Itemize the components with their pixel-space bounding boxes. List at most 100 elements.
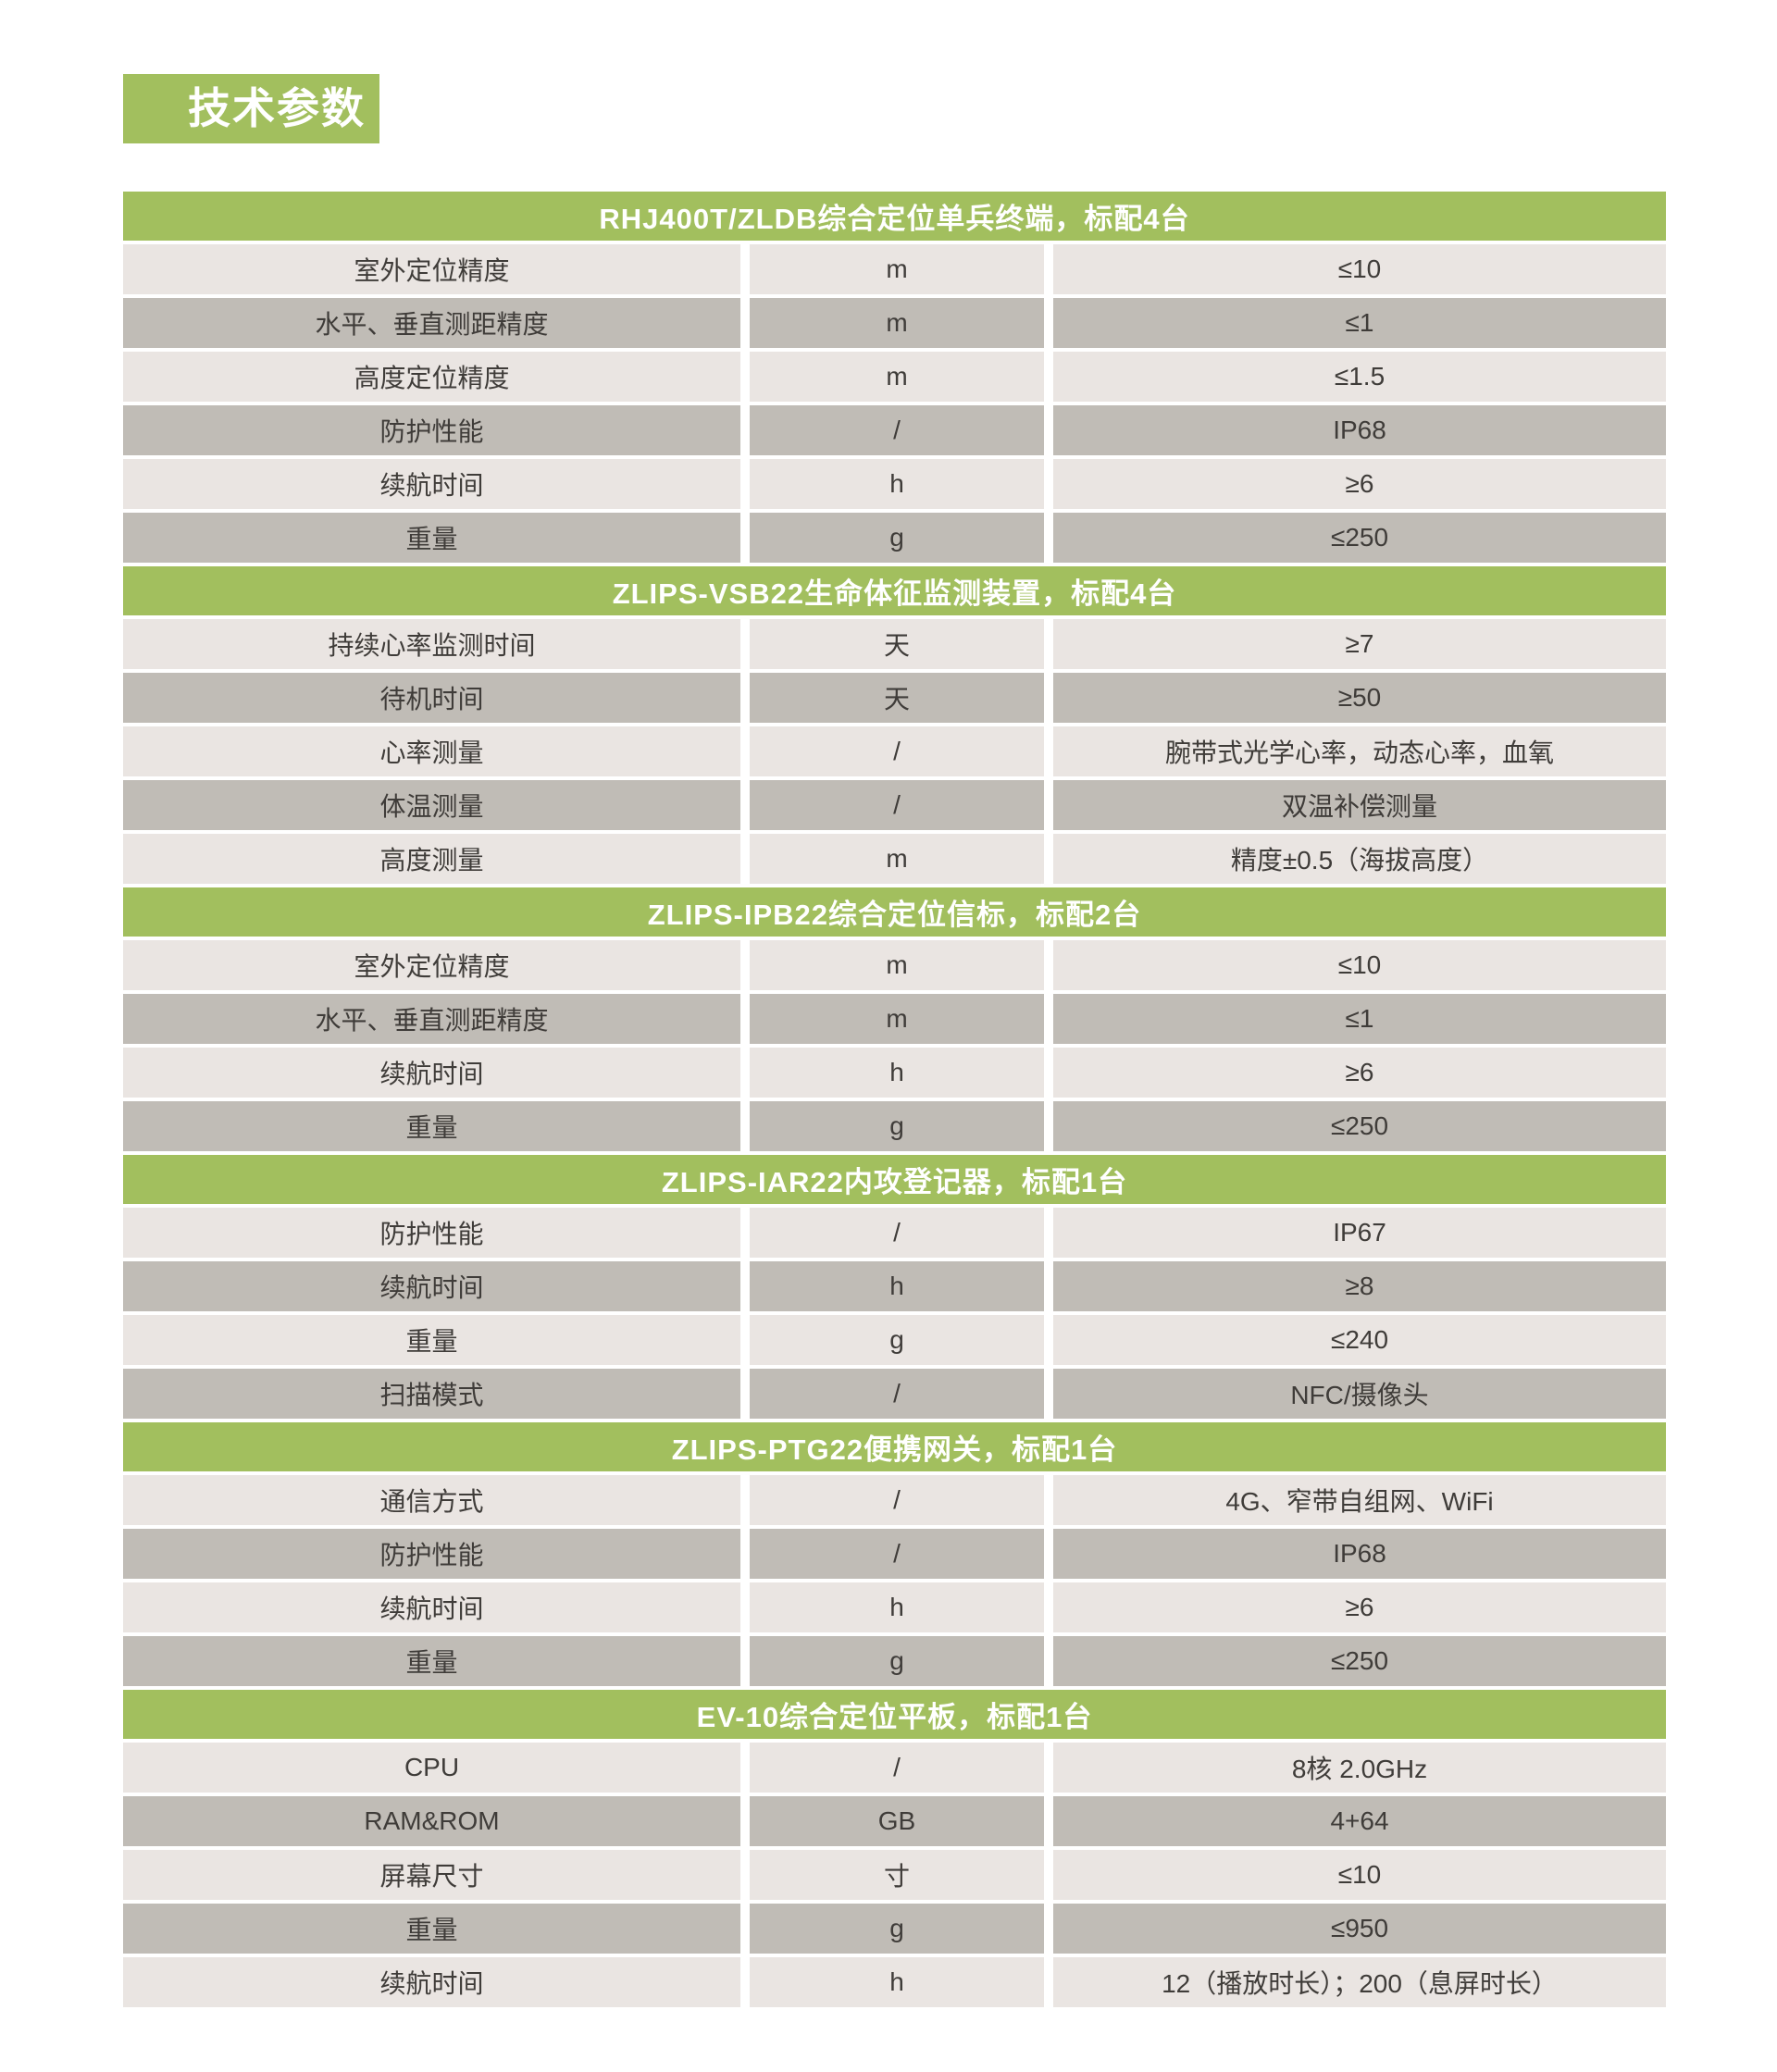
table-row: 通信方式/4G、窄带自组网、WiFi bbox=[123, 1475, 1666, 1525]
table-row: 防护性能 / IP68 bbox=[123, 1529, 1666, 1579]
table-row: 防护性能 / IP68 bbox=[123, 405, 1666, 455]
cell-name: 心率测量 bbox=[123, 726, 740, 776]
cell-name: 防护性能 bbox=[123, 1529, 740, 1579]
page-title: 技术参数 bbox=[123, 74, 379, 143]
table-row: 重量 g ≤250 bbox=[123, 513, 1666, 563]
table-row: 水平、垂直测距精度 m ≤1 bbox=[123, 298, 1666, 348]
cell-unit: GB bbox=[750, 1796, 1044, 1846]
table-row: 重量 g ≤250 bbox=[123, 1636, 1666, 1686]
cell-name: 水平、垂直测距精度 bbox=[123, 298, 740, 348]
cell-unit: / bbox=[750, 726, 1044, 776]
cell-value: ≥7 bbox=[1053, 619, 1666, 669]
cell-name: 重量 bbox=[123, 1904, 740, 1954]
cell-name: 持续心率监测时间 bbox=[123, 619, 740, 669]
cell-unit: g bbox=[750, 1904, 1044, 1954]
table-row: 续航时间 h 12（播放时长）；200（息屏时长） bbox=[123, 1957, 1666, 2007]
cell-value: ≤240 bbox=[1053, 1315, 1666, 1365]
cell-unit: g bbox=[750, 1636, 1044, 1686]
cell-name: 屏幕尺寸 bbox=[123, 1850, 740, 1900]
cell-unit: h bbox=[750, 1582, 1044, 1632]
section-header: RHJ400T/ZLDB综合定位单兵终端，标配4台 bbox=[123, 192, 1666, 241]
table-row: 重量 g ≤950 bbox=[123, 1904, 1666, 1954]
cell-name: 续航时间 bbox=[123, 459, 740, 509]
cell-value: 腕带式光学心率，动态心率，血氧 bbox=[1053, 726, 1666, 776]
table-row: 防护性能 / IP67 bbox=[123, 1208, 1666, 1258]
cell-value: ≤1 bbox=[1053, 298, 1666, 348]
cell-name: RAM&ROM bbox=[123, 1796, 740, 1846]
table-row: 重量 g ≤240 bbox=[123, 1315, 1666, 1365]
cell-unit: g bbox=[750, 1315, 1044, 1365]
cell-value: ≤10 bbox=[1053, 1850, 1666, 1900]
cell-name: 水平、垂直测距精度 bbox=[123, 994, 740, 1044]
cell-unit: h bbox=[750, 1048, 1044, 1098]
cell-name: 待机时间 bbox=[123, 673, 740, 723]
cell-name: 室外定位精度 bbox=[123, 244, 740, 294]
table-row: 续航时间 h ≥8 bbox=[123, 1261, 1666, 1311]
cell-name: 重量 bbox=[123, 1636, 740, 1686]
cell-unit: m bbox=[750, 940, 1044, 990]
cell-unit: m bbox=[750, 834, 1044, 884]
table-row: 待机时间天 ≥50 bbox=[123, 673, 1666, 723]
cell-value: ≤950 bbox=[1053, 1904, 1666, 1954]
table-row: 屏幕尺寸寸 ≤10 bbox=[123, 1850, 1666, 1900]
cell-value: ≤10 bbox=[1053, 244, 1666, 294]
cell-unit: m bbox=[750, 244, 1044, 294]
cell-unit: m bbox=[750, 994, 1044, 1044]
cell-value: ≥50 bbox=[1053, 673, 1666, 723]
cell-name: 续航时间 bbox=[123, 1261, 740, 1311]
cell-value: ≤250 bbox=[1053, 513, 1666, 563]
table-row: 水平、垂直测距精度 m ≤1 bbox=[123, 994, 1666, 1044]
table-row: 高度测量 m 精度±0.5（海拔高度） bbox=[123, 834, 1666, 884]
cell-value: NFC/摄像头 bbox=[1053, 1369, 1666, 1419]
cell-unit: h bbox=[750, 1261, 1044, 1311]
cell-unit: m bbox=[750, 298, 1044, 348]
cell-name: 防护性能 bbox=[123, 405, 740, 455]
cell-value: ≤1 bbox=[1053, 994, 1666, 1044]
cell-name: 扫描模式 bbox=[123, 1369, 740, 1419]
section-header: ZLIPS-IPB22综合定位信标，标配2台 bbox=[123, 887, 1666, 937]
cell-value: IP67 bbox=[1053, 1208, 1666, 1258]
cell-unit: h bbox=[750, 1957, 1044, 2007]
cell-name: 高度定位精度 bbox=[123, 352, 740, 402]
table-row: 高度定位精度 m ≤1.5 bbox=[123, 352, 1666, 402]
cell-unit: / bbox=[750, 1475, 1044, 1525]
table-row: 重量 g ≤250 bbox=[123, 1101, 1666, 1151]
cell-value: IP68 bbox=[1053, 1529, 1666, 1579]
page-title-label: 技术参数 bbox=[188, 84, 366, 132]
cell-name: 续航时间 bbox=[123, 1582, 740, 1632]
cell-value: ≥6 bbox=[1053, 1048, 1666, 1098]
cell-name: 体温测量 bbox=[123, 780, 740, 830]
cell-value: 精度±0.5（海拔高度） bbox=[1053, 834, 1666, 884]
table-row: 体温测量 / 双温补偿测量 bbox=[123, 780, 1666, 830]
section-header: ZLIPS-VSB22生命体征监测装置，标配4台 bbox=[123, 566, 1666, 615]
table-row: 续航时间 h ≥6 bbox=[123, 1582, 1666, 1632]
cell-name: 重量 bbox=[123, 1101, 740, 1151]
cell-unit: 天 bbox=[750, 619, 1044, 669]
table-row: CPU/8核 2.0GHz bbox=[123, 1743, 1666, 1793]
cell-value: ≤250 bbox=[1053, 1101, 1666, 1151]
cell-value: ≤1.5 bbox=[1053, 352, 1666, 402]
cell-unit: 寸 bbox=[750, 1850, 1044, 1900]
cell-name: 防护性能 bbox=[123, 1208, 740, 1258]
cell-name: 通信方式 bbox=[123, 1475, 740, 1525]
cell-name: CPU bbox=[123, 1743, 740, 1793]
cell-value: IP68 bbox=[1053, 405, 1666, 455]
cell-name: 室外定位精度 bbox=[123, 940, 740, 990]
table-row: 扫描模式 / NFC/摄像头 bbox=[123, 1369, 1666, 1419]
cell-value: 4+64 bbox=[1053, 1796, 1666, 1846]
cell-name: 续航时间 bbox=[123, 1957, 740, 2007]
cell-value: ≥6 bbox=[1053, 459, 1666, 509]
section-header: ZLIPS-PTG22便携网关，标配1台 bbox=[123, 1422, 1666, 1471]
cell-value: 双温补偿测量 bbox=[1053, 780, 1666, 830]
cell-name: 续航时间 bbox=[123, 1048, 740, 1098]
cell-unit: m bbox=[750, 352, 1044, 402]
table-row: 心率测量 / 腕带式光学心率，动态心率，血氧 bbox=[123, 726, 1666, 776]
spec-table: RHJ400T/ZLDB综合定位单兵终端，标配4台 室外定位精度 m ≤10 水平、垂直… bbox=[123, 192, 1666, 2011]
cell-unit: / bbox=[750, 1529, 1044, 1579]
table-row: RAM&ROM GB 4+64 bbox=[123, 1796, 1666, 1846]
table-row: 室外定位精度 m ≤10 bbox=[123, 244, 1666, 294]
cell-name: 重量 bbox=[123, 1315, 740, 1365]
cell-unit: g bbox=[750, 513, 1044, 563]
cell-value: ≥8 bbox=[1053, 1261, 1666, 1311]
